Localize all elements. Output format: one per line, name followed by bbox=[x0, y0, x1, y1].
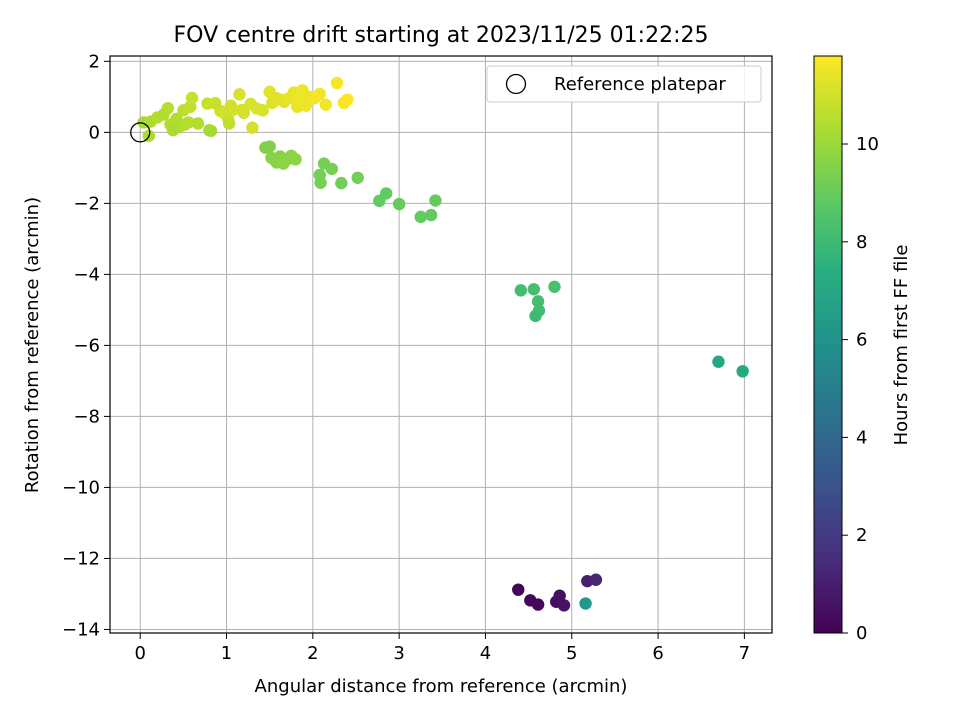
data-point bbox=[313, 87, 326, 101]
y-tick-label: 2 bbox=[89, 51, 100, 72]
data-point bbox=[392, 197, 406, 211]
y-tick-label: −2 bbox=[73, 193, 100, 214]
data-point bbox=[531, 295, 545, 308]
data-point bbox=[335, 176, 348, 190]
data-point bbox=[222, 117, 236, 130]
y-axis-label: Rotation from reference (arcmin) bbox=[22, 197, 43, 493]
data-point bbox=[414, 210, 427, 224]
plot-frame bbox=[109, 55, 773, 634]
data-point bbox=[379, 187, 393, 200]
data-point bbox=[429, 194, 442, 207]
data-point bbox=[263, 140, 276, 153]
data-point bbox=[237, 106, 250, 120]
y-tick-label: 0 bbox=[89, 122, 100, 143]
x-axis-label: Angular distance from reference (arcmin) bbox=[255, 676, 628, 697]
data-point bbox=[325, 162, 339, 176]
y-axis-ticks: 2 0 −2 −4 −6 −8 −10 −12 −14 bbox=[62, 51, 110, 640]
data-point bbox=[289, 153, 302, 166]
colorbar-tick-label: 6 bbox=[856, 330, 867, 351]
data-point bbox=[531, 598, 545, 611]
x-tick-label: 7 bbox=[739, 643, 750, 664]
data-point bbox=[256, 104, 269, 117]
data-points bbox=[137, 76, 749, 612]
data-point bbox=[351, 171, 364, 184]
colorbar-tick-label: 2 bbox=[856, 525, 867, 546]
x-tick-label: 3 bbox=[393, 643, 404, 664]
data-point bbox=[319, 98, 332, 111]
data-point bbox=[712, 355, 725, 368]
data-point bbox=[246, 121, 259, 134]
data-point bbox=[330, 76, 344, 90]
colorbar-tick-label: 0 bbox=[856, 623, 867, 644]
data-point bbox=[204, 124, 218, 138]
reference-marker-layer bbox=[130, 122, 151, 143]
colorbar-label: Hours from first FF file bbox=[891, 245, 912, 446]
x-tick-label: 2 bbox=[307, 643, 318, 664]
legend: Reference platepar bbox=[486, 65, 762, 103]
data-point bbox=[736, 365, 749, 378]
data-point bbox=[512, 583, 525, 596]
data-point bbox=[182, 116, 195, 129]
data-point bbox=[233, 88, 246, 101]
data-point bbox=[314, 176, 327, 189]
reference-platepar-marker bbox=[130, 122, 151, 143]
colorbar: 0 2 4 6 8 10 Hours from first FF file bbox=[813, 55, 912, 644]
data-point bbox=[548, 280, 561, 293]
data-point bbox=[191, 117, 205, 130]
colorbar-tick-label: 10 bbox=[856, 134, 879, 155]
y-tick-label: −6 bbox=[73, 335, 100, 356]
data-point bbox=[185, 91, 199, 105]
data-point bbox=[514, 284, 528, 297]
x-tick-label: 0 bbox=[134, 643, 145, 664]
data-point bbox=[527, 283, 540, 296]
data-point bbox=[553, 589, 566, 602]
data-point bbox=[424, 208, 438, 222]
colorbar-gradient bbox=[813, 55, 843, 634]
data-point bbox=[529, 309, 542, 323]
legend-label: Reference platepar bbox=[554, 74, 726, 95]
data-point bbox=[589, 573, 603, 586]
data-point bbox=[579, 597, 592, 610]
y-tick-label: −14 bbox=[62, 619, 100, 640]
colorbar-tick-label: 4 bbox=[856, 427, 867, 448]
x-tick-label: 5 bbox=[566, 643, 577, 664]
grid-lines bbox=[110, 56, 772, 633]
colorbar-ticks: 0 2 4 6 8 10 bbox=[842, 134, 879, 644]
y-tick-label: −8 bbox=[73, 406, 100, 427]
y-tick-label: −4 bbox=[73, 264, 100, 285]
legend-marker-open-circle bbox=[505, 73, 527, 95]
y-tick-label: −12 bbox=[62, 548, 100, 569]
x-tick-label: 4 bbox=[480, 643, 491, 664]
x-tick-label: 6 bbox=[652, 643, 663, 664]
data-point bbox=[341, 93, 354, 106]
legend-box bbox=[486, 65, 762, 103]
x-axis-ticks: 0 1 2 3 4 5 6 7 bbox=[134, 633, 750, 664]
chart-title: FOV centre drift starting at 2023/11/25 … bbox=[174, 23, 709, 48]
data-point bbox=[161, 101, 175, 115]
data-point bbox=[557, 599, 571, 612]
y-tick-label: −10 bbox=[62, 477, 100, 498]
x-tick-label: 1 bbox=[221, 643, 232, 664]
colorbar-tick-label: 8 bbox=[856, 232, 867, 253]
